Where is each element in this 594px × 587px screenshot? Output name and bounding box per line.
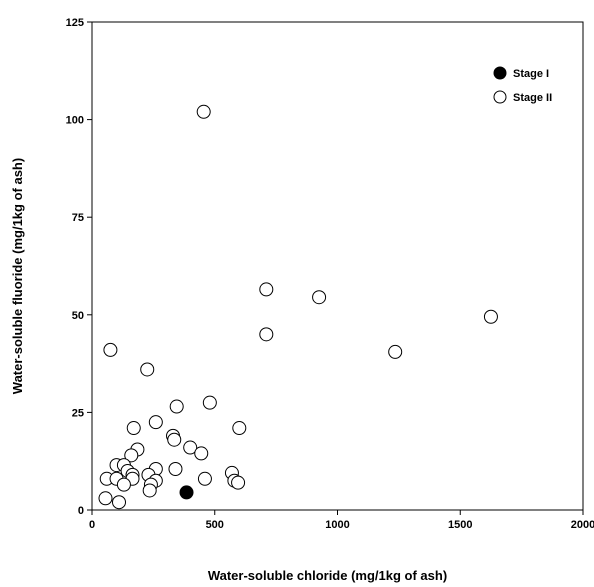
stage-ii-point: [98, 491, 113, 506]
legend-label: Stage II: [513, 92, 552, 104]
y-tick-label: 75: [72, 212, 84, 224]
x-axis-ticks: 0 500 1000 1500 2000: [89, 510, 594, 531]
legend-marker: [493, 90, 507, 104]
stage-ii-point: [169, 399, 184, 414]
stage-ii-point: [202, 395, 217, 410]
stage-ii-point: [483, 309, 498, 324]
x-axis-title: Water-soluble chloride (mg/1kg of ash): [208, 568, 447, 583]
stage-ii-point: [148, 415, 163, 430]
stage-ii-point: [168, 462, 183, 477]
stage-ii-point: [232, 421, 247, 436]
y-tick-label: 125: [66, 17, 84, 29]
x-tick-label: 1000: [325, 519, 349, 531]
stage-ii-point: [312, 290, 327, 305]
stage-ii-point: [259, 327, 274, 342]
x-tick-label: 500: [206, 519, 224, 531]
x-tick-label: 2000: [571, 519, 594, 531]
stage-ii-point: [196, 104, 211, 119]
stage-ii-point: [197, 471, 212, 486]
stage-ii-point: [126, 421, 141, 436]
stage-ii-point: [259, 282, 274, 297]
y-tick-label: 100: [66, 115, 84, 127]
plot-frame: [91, 21, 584, 511]
x-tick-label: 0: [89, 519, 95, 531]
legend: Stage I Stage II: [493, 66, 552, 104]
y-tick-label: 25: [72, 407, 84, 419]
stage-ii-point: [231, 475, 246, 490]
stage-ii-point: [124, 448, 139, 463]
stage-ii-point: [194, 446, 209, 461]
stage-ii-point: [112, 495, 127, 510]
stage-ii-point: [388, 344, 403, 359]
stage-ii-point: [167, 432, 182, 447]
stage-ii-point: [140, 362, 155, 377]
legend-marker: [493, 66, 507, 80]
y-axis-ticks: 0 25 50 75 100 125: [66, 17, 92, 517]
y-tick-label: 50: [72, 310, 84, 322]
stage-ii-point: [142, 483, 157, 498]
stage-i-point: [179, 485, 194, 500]
stage-ii-point: [103, 342, 118, 357]
data-points: [98, 104, 498, 510]
stage-ii-point: [183, 440, 198, 455]
y-tick-label: 0: [78, 505, 84, 517]
legend-label: Stage I: [513, 68, 549, 80]
stage-ii-point: [116, 477, 131, 492]
y-axis-title: Water-soluble fluoride (mg/1kg of ash): [10, 158, 25, 394]
x-tick-label: 1500: [448, 519, 472, 531]
